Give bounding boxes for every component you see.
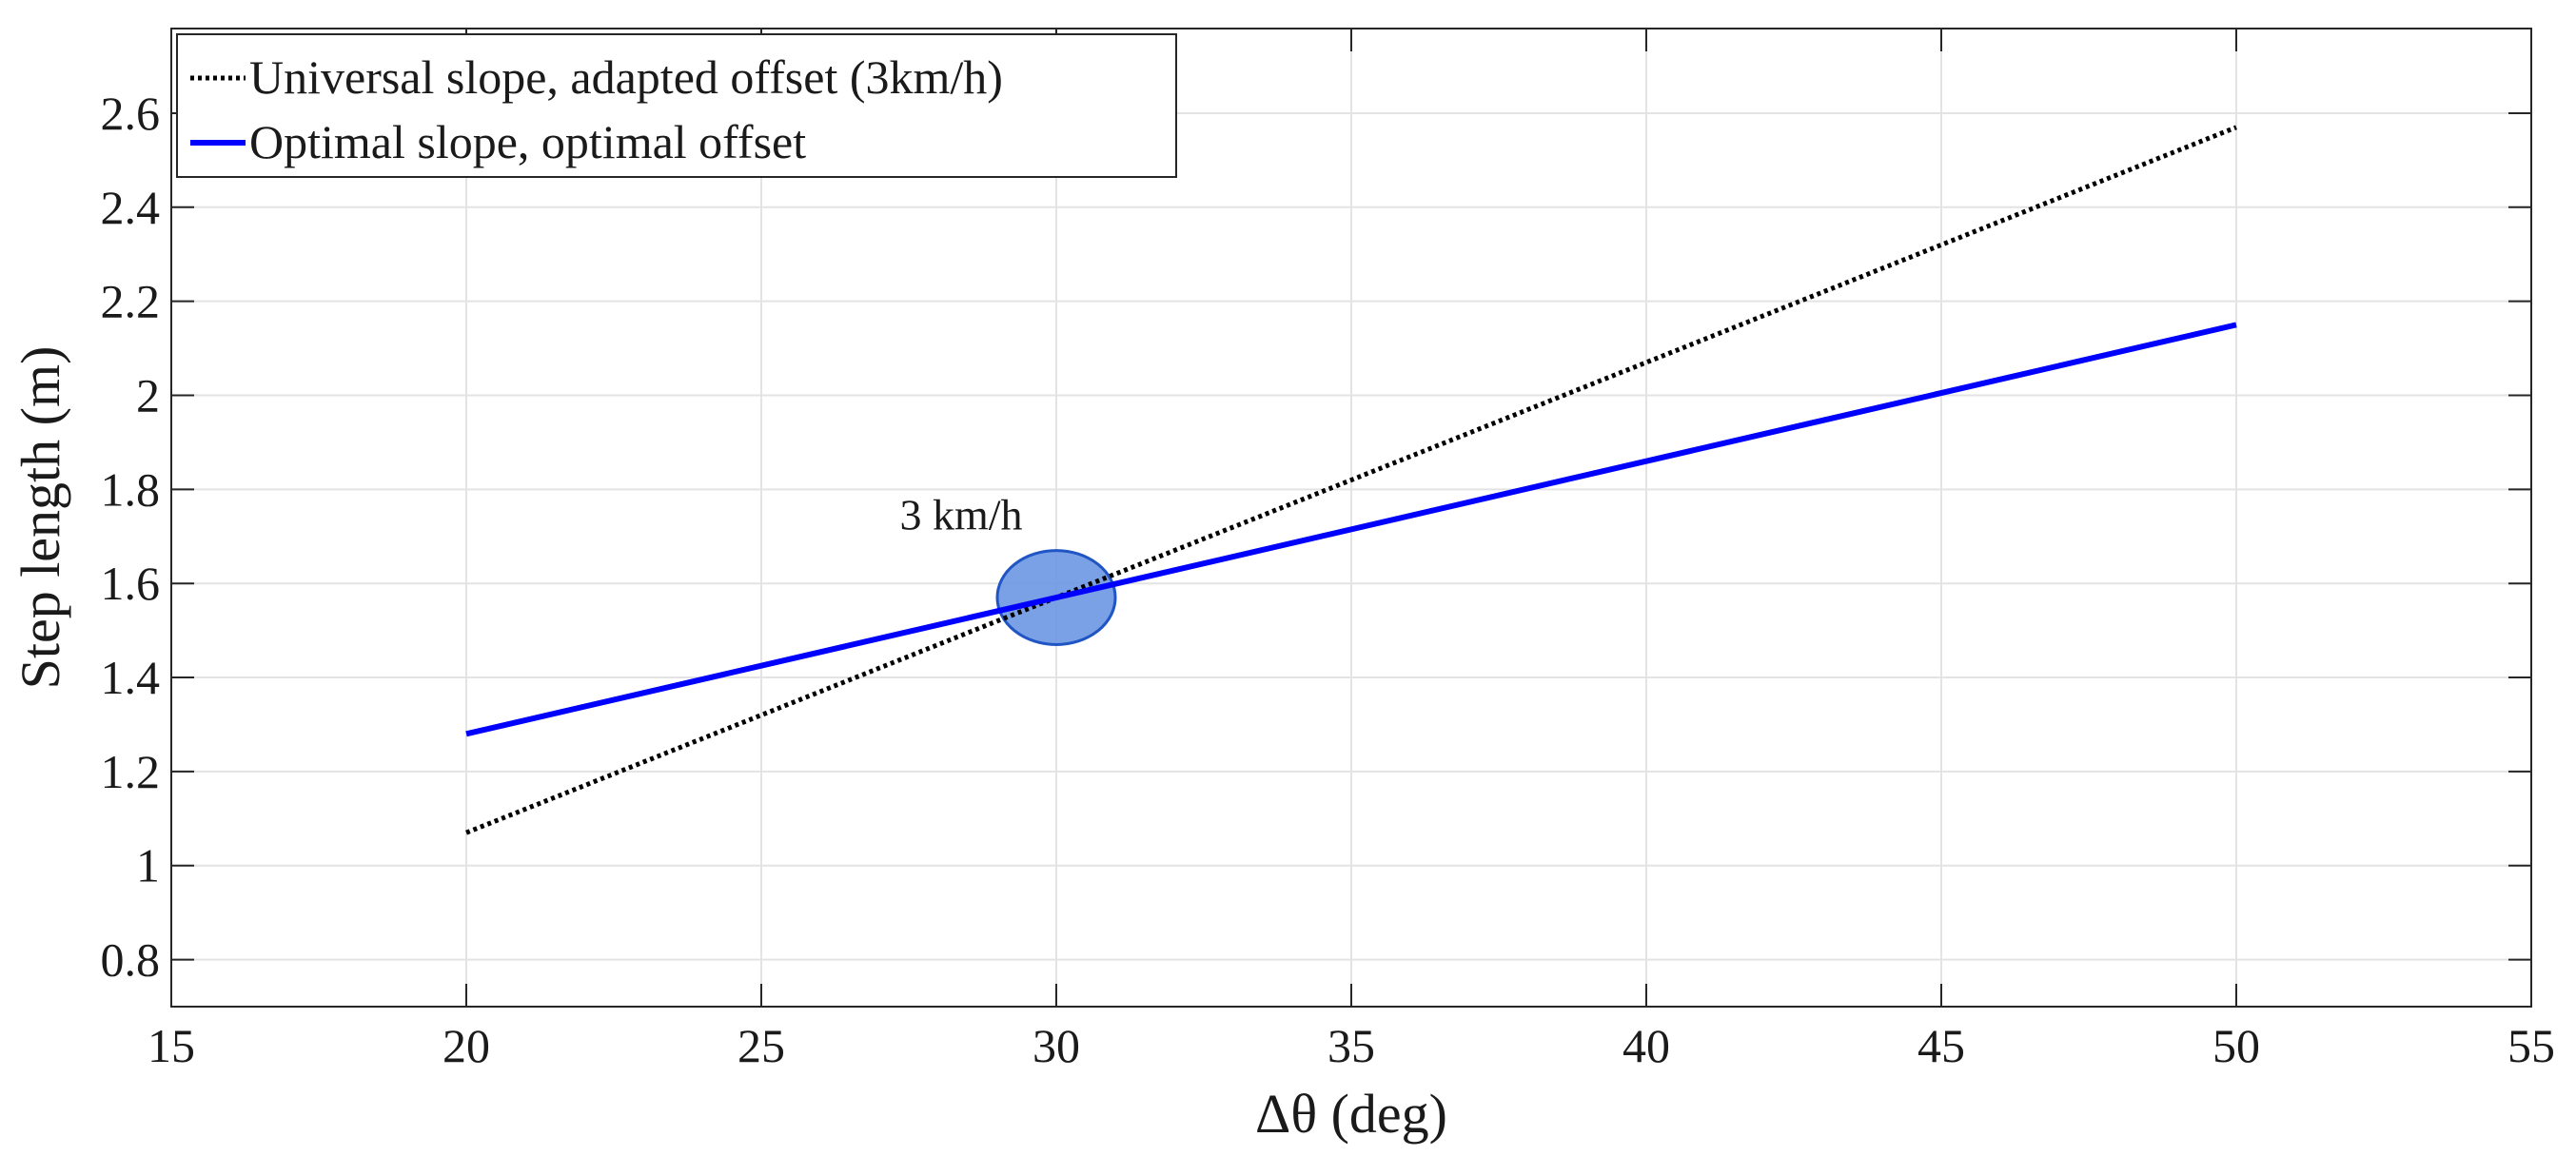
- legend-box: [176, 33, 1177, 178]
- x-tick-label: 35: [1327, 1019, 1375, 1072]
- x-tick-label: 45: [1917, 1019, 1965, 1072]
- y-tick-label: 1.2: [101, 745, 161, 798]
- y-tick-label: 2.2: [101, 275, 161, 328]
- legend: Universal slope, adapted offset (3km/h) …: [176, 33, 1177, 178]
- y-tick-label: 2.6: [101, 87, 161, 140]
- y-tick-label: 1.4: [101, 651, 161, 704]
- series-line-optimal: [465, 322, 2237, 737]
- y-tick-label: 2: [136, 369, 160, 422]
- y-tick-label: 0.8: [101, 933, 161, 987]
- legend-entry-universal: Universal slope, adapted offset (3km/h): [249, 50, 1003, 104]
- x-tick-label: 55: [2507, 1019, 2555, 1072]
- x-tick-label: 50: [2212, 1019, 2260, 1072]
- x-tick-label: 25: [737, 1019, 785, 1072]
- legend-entry-optimal: Optimal slope, optimal offset: [249, 115, 806, 168]
- x-axis-label: Δθ (deg): [1255, 1083, 1447, 1145]
- x-tick-label: 15: [147, 1019, 195, 1072]
- y-tick-label: 1: [136, 839, 160, 892]
- y-tick-label: 1.6: [101, 557, 161, 610]
- y-tick-labels: 0.8 1 1.2 1.4 1.6 1.8 2 2.2 2.4 2.6: [101, 87, 161, 987]
- y-axis-label: Step length (m): [10, 346, 71, 690]
- x-tick-label: 20: [442, 1019, 490, 1072]
- annotation-label: 3 km/h: [899, 491, 1022, 539]
- x-tick-label: 30: [1032, 1019, 1080, 1072]
- y-tick-label: 2.4: [101, 181, 161, 234]
- series-group: [465, 125, 2237, 835]
- x-tick-labels: 15 20 25 30 35 40 45 50 55: [147, 1019, 2555, 1072]
- x-tick-label: 40: [1622, 1019, 1670, 1072]
- series-line-universal: [465, 125, 2237, 835]
- y-tick-label: 1.8: [101, 462, 161, 516]
